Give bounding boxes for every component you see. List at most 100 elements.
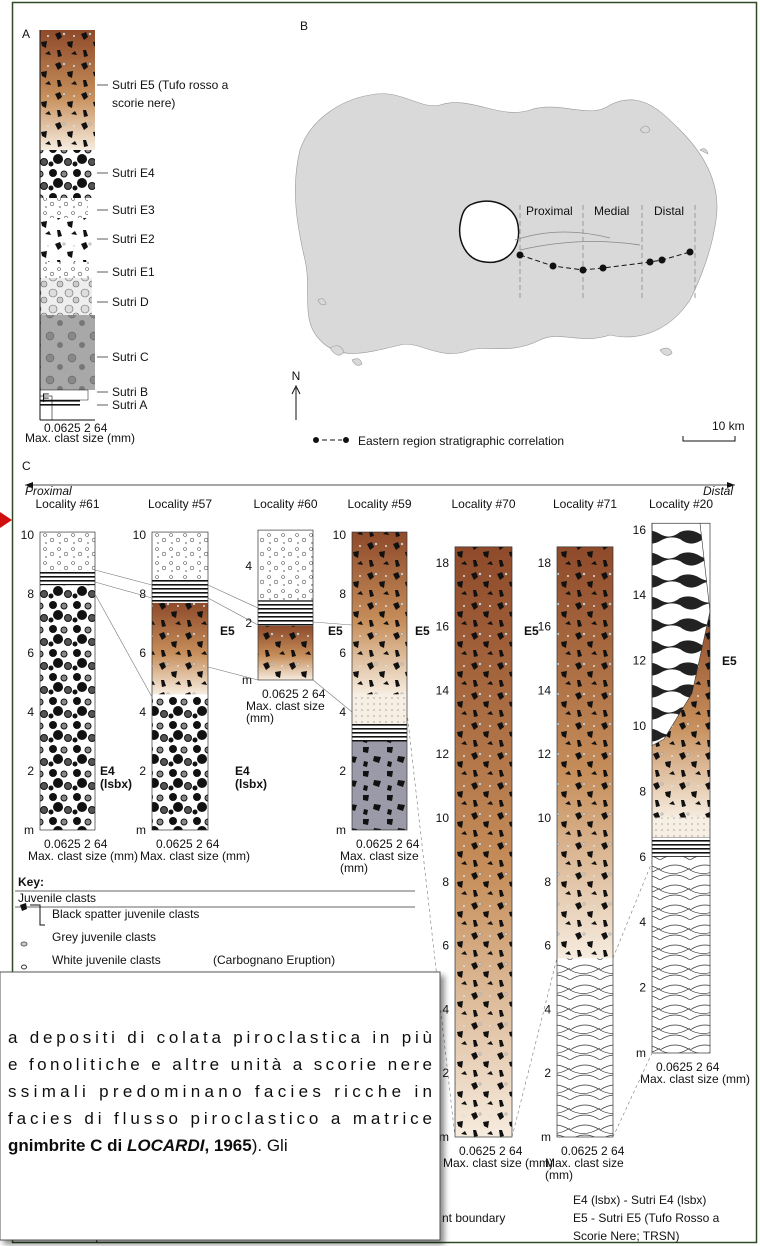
y-tick-label: 6 (544, 939, 551, 953)
key-item: Grey juvenile clasts (52, 930, 156, 944)
panel-a-column (40, 30, 95, 420)
panel-label: A (22, 27, 30, 41)
locality-title: Locality #59 (347, 497, 411, 511)
key-note: (Carbognano Eruption) (213, 953, 335, 967)
unit-label: Sutri E2 (112, 232, 155, 246)
y-tick-label: 12 (436, 747, 450, 761)
y-tick-label: 10 (633, 719, 647, 733)
y-tick-label: 10 (21, 528, 35, 542)
locality-title: Locality #61 (35, 497, 99, 511)
unit-label: E5 (722, 654, 737, 668)
legend-label: Eastern region stratigraphic correlation (358, 434, 564, 448)
key-bracket (30, 905, 45, 925)
key-heading: Juvenile clasts (18, 891, 96, 905)
y-tick-label: 2 (245, 616, 252, 630)
y-tick-label: 10 (436, 811, 450, 825)
key-item: White juvenile clasts (52, 953, 161, 967)
locality-title: Locality #60 (253, 497, 317, 511)
layer (652, 837, 710, 857)
y-tick-label: 12 (538, 747, 552, 761)
layer-spatter (258, 626, 313, 680)
unit-label: E5 (328, 624, 343, 638)
y-tick-label: 2 (339, 764, 346, 778)
y-tick-label: 2 (27, 764, 34, 778)
layer-spatter (152, 603, 208, 694)
axis-title: Max. clast size (mm) (640, 1072, 750, 1086)
y-tick-label: 12 (633, 654, 647, 668)
unit-label: (lsbx) (235, 777, 267, 791)
overlay-line: gnimbrite C di LOCARDI, 1965). Gli (8, 1136, 288, 1155)
locality-title: Locality #71 (553, 497, 617, 511)
axis-title: Max. clast size (mm) (28, 849, 138, 863)
y-tick-label: 8 (339, 587, 346, 601)
layer (352, 724, 407, 742)
leader-line (512, 958, 557, 1137)
layer (152, 694, 208, 830)
key-title: Key: (18, 875, 44, 889)
page: {"panel_a":{"label":"A","units":[{"lines… (0, 0, 760, 1246)
abbreviation: E4 (lsbx) - Sutri E4 (lsbx) (573, 1193, 706, 1207)
north-label: N (292, 369, 301, 383)
unit-label: scorie nere) (112, 96, 175, 110)
unit-label: E4 (100, 764, 115, 778)
y-tick-label: 2 (544, 1066, 551, 1080)
y-tick-label: 6 (139, 646, 146, 660)
overlay-popup: a depositi di colata piroclastica in più… (0, 972, 440, 1240)
y-tick-label: 6 (27, 646, 34, 660)
locality-title: Locality #57 (148, 497, 212, 511)
unit-label: E5 (220, 624, 235, 638)
leader-line (208, 598, 258, 625)
y-tick-label: 14 (538, 683, 552, 697)
axis-title: Max. clast size (mm) (140, 849, 250, 863)
abbreviation: E5 - Sutri E5 (Tufo Rosso a (573, 1211, 720, 1225)
unit-label: Sutri E1 (112, 265, 155, 279)
layer (652, 818, 710, 838)
locality-title: Locality #70 (451, 497, 515, 511)
y-tick-label: 16 (633, 523, 647, 537)
overlay-run: gnimbrite C di (8, 1136, 127, 1155)
y-tick-label: 4 (339, 705, 346, 719)
unit-label: Sutri E3 (112, 203, 155, 217)
leader-line (613, 862, 652, 958)
y-base-label: m (24, 823, 34, 837)
layer (652, 857, 710, 1053)
key-icon (22, 965, 27, 969)
y-tick-label: 18 (436, 556, 450, 570)
zone-label: Medial (594, 204, 629, 218)
key-icon (21, 942, 27, 946)
leader-line (613, 1053, 652, 1137)
panel-label: B (300, 19, 308, 33)
y-base-label: m (242, 673, 252, 687)
zone-label: Proximal (526, 204, 573, 218)
y-tick-label: 6 (442, 939, 449, 953)
layer (352, 742, 407, 831)
overlay-run: ). Gli (252, 1136, 288, 1155)
end-label: Distal (703, 484, 733, 498)
y-tick-label: 8 (27, 587, 34, 601)
y-tick-label: 10 (538, 811, 552, 825)
axis-title: Max. clast size (mm) (443, 1156, 553, 1170)
layer-spatter (352, 532, 407, 694)
y-tick-label: 16 (436, 620, 450, 634)
leader-line (95, 570, 152, 585)
layer-spatter (557, 547, 613, 959)
overlay-run: , 1965 (204, 1136, 251, 1155)
layer (152, 532, 208, 579)
layer (258, 600, 313, 626)
y-tick-label: 14 (633, 588, 647, 602)
unit-label: E4 (235, 764, 250, 778)
y-tick-label: 14 (436, 683, 450, 697)
axis-title: (mm) (340, 861, 368, 875)
map (292, 94, 735, 443)
key-item: Black spatter juvenile clasts (52, 907, 199, 921)
unit-label: E5 (415, 624, 430, 638)
y-tick-label: 6 (639, 850, 646, 864)
layer (352, 694, 407, 724)
y-base-label: m (336, 823, 346, 837)
overlay-run: LOCARDI (127, 1136, 206, 1155)
y-tick-label: 4 (442, 1002, 449, 1016)
key-item: nt boundary (442, 1211, 505, 1225)
layer (40, 585, 95, 830)
layer (152, 579, 208, 603)
axis-title: (mm) (246, 711, 274, 725)
